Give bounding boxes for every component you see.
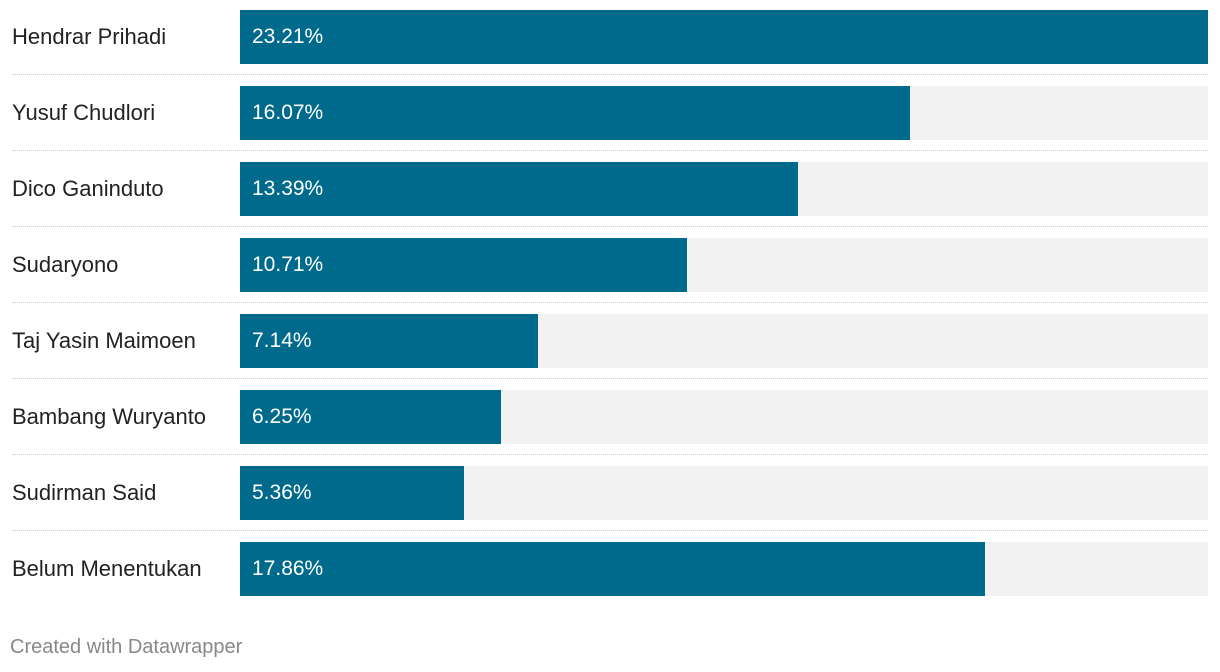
bar-track: 7.14% [240,314,1208,368]
category-label: Sudaryono [12,252,119,277]
value-label: 10.71% [252,253,324,276]
bar [240,314,538,368]
category-label: Taj Yasin Maimoen [12,328,196,353]
bar-row: Taj Yasin Maimoen 7.14% [12,314,1208,379]
bar-row: Dico Ganinduto 13.39% [12,162,1208,227]
bar [240,238,687,292]
category-label: Yusuf Chudlori [12,100,156,125]
bar [240,10,1208,64]
bar [240,86,910,140]
row-divider [12,150,1208,151]
bar-row: Belum Menentukan 17.86% [12,542,1208,596]
value-label: 13.39% [252,177,324,200]
bar-track: 17.86% [240,542,1208,596]
bar-track: 5.36% [240,466,1208,520]
category-label: Sudirman Said [12,480,157,505]
value-label: 23.21% [252,25,324,48]
value-label: 17.86% [252,557,324,580]
value-label: 6.25% [252,405,312,428]
bar-row: Sudirman Said 5.36% [12,466,1208,531]
row-divider [12,378,1208,379]
bar-row: Sudaryono 10.71% [12,238,1208,303]
category-label: Bambang Wuryanto [12,404,207,429]
bar-track: 16.07% [240,86,1208,140]
bar [240,542,985,596]
row-divider [12,302,1208,303]
credit-text: Created with Datawrapper [10,636,243,658]
value-label: 7.14% [252,329,312,352]
bar-row: Bambang Wuryanto 6.25% [12,390,1208,455]
category-label: Belum Menentukan [12,556,202,581]
bar [240,162,798,216]
bar-track: 6.25% [240,390,1208,444]
value-label: 16.07% [252,101,324,124]
row-divider [12,226,1208,227]
bar-track: 13.39% [240,162,1208,216]
category-label: Dico Ganinduto [12,176,164,201]
bar-track: 23.21% [240,10,1208,64]
row-divider [12,454,1208,455]
bar-row: Yusuf Chudlori 16.07% [12,86,1208,151]
value-label: 5.36% [252,481,312,504]
row-divider [12,74,1208,75]
bar-track: 10.71% [240,238,1208,292]
bar [240,390,501,444]
bar [240,466,464,520]
bar-row: Hendrar Prihadi 23.21% [12,10,1208,75]
row-divider [12,530,1208,531]
bar-chart: Hendrar Prihadi 23.21% Yusuf Chudlori 16.07… [12,10,1208,618]
category-label: Hendrar Prihadi [12,24,167,49]
